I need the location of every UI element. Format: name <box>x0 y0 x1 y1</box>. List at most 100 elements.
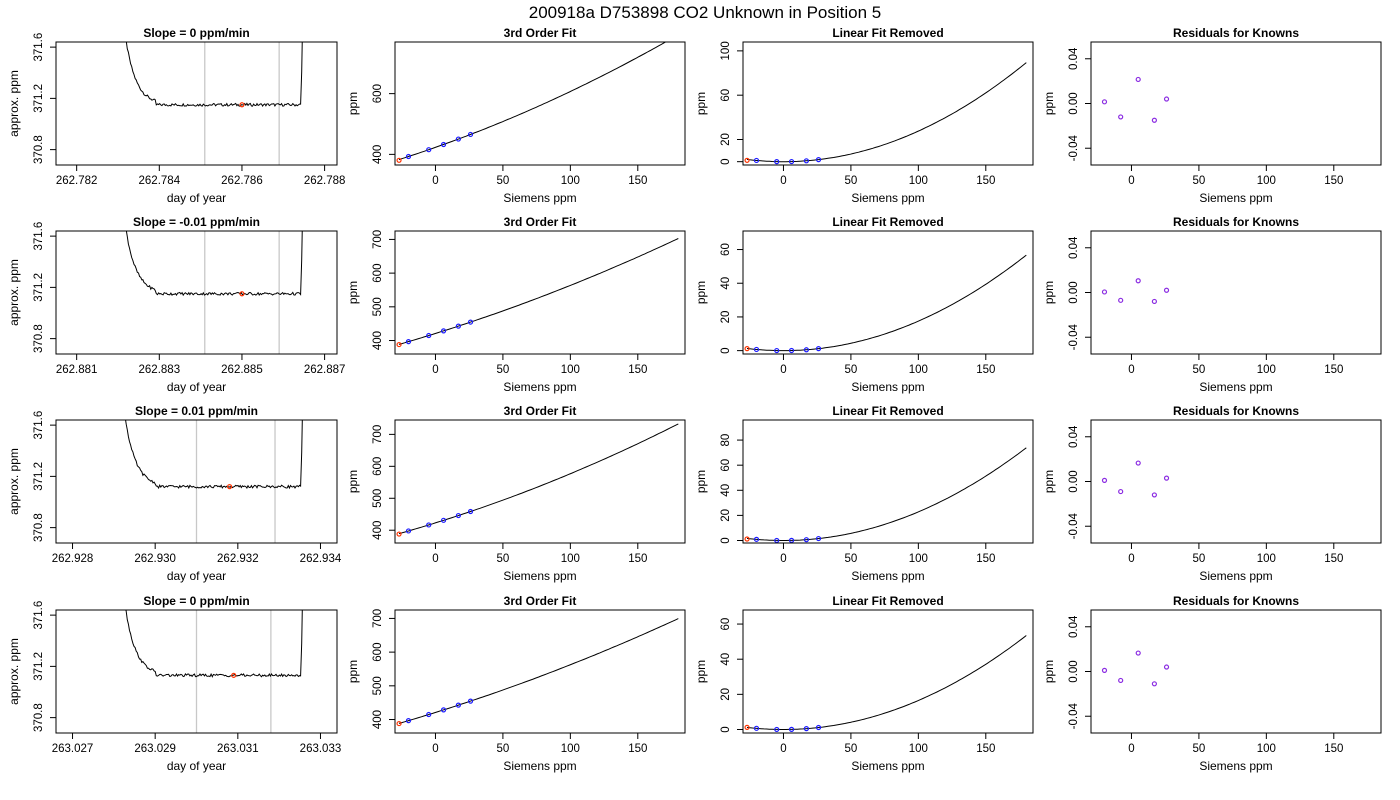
x-tick-label: 100 <box>561 553 580 565</box>
y-tick-label: -0.04 <box>1068 324 1080 351</box>
plot-area <box>125 42 303 165</box>
known-standard-point <box>803 537 809 543</box>
y-tick-label: 371.6 <box>33 411 45 440</box>
fit-curve-line <box>398 423 679 535</box>
x-tick-label: 0 <box>780 364 786 376</box>
y-axis-title: ppm <box>1042 92 1056 115</box>
known-standard-point <box>815 157 822 163</box>
known-standard-point <box>405 718 412 724</box>
y-axis-title: ppm <box>1042 660 1056 683</box>
x-tick-label: 50 <box>845 175 858 187</box>
x-tick-label: 262.885 <box>221 364 263 376</box>
x-axis-title: Siemens ppm <box>851 380 924 394</box>
known-standard-point <box>788 726 795 732</box>
panel-r3-c1: Slope = 0.01 ppm/min day of year approx. p… <box>7 404 342 583</box>
x-tick-label: 0 <box>432 743 438 755</box>
y-tick-label: 0.04 <box>1068 615 1080 638</box>
x-tick-label: 150 <box>628 175 647 187</box>
unknown-sample-point <box>744 346 750 352</box>
fit-curve-line <box>398 238 679 345</box>
plot-area <box>1101 76 1170 123</box>
y-axis-title: ppm <box>1042 281 1056 304</box>
residual-point <box>1135 460 1141 466</box>
ppm-trace-line <box>125 42 303 108</box>
y-tick-label: 60 <box>720 243 732 256</box>
ppm-trace-line <box>125 231 303 297</box>
known-standard-point <box>815 346 822 352</box>
x-tick-label: 0 <box>432 553 438 565</box>
y-axis-title: approx. ppm <box>7 638 21 705</box>
x-tick-label: 262.928 <box>52 553 94 565</box>
x-tick-label: 100 <box>909 364 928 376</box>
residual-point <box>1135 650 1141 656</box>
x-tick-label: 100 <box>909 553 928 565</box>
known-standard-point <box>467 319 474 325</box>
x-tick-label: 100 <box>561 743 580 755</box>
y-tick-label: -0.04 <box>1068 513 1080 540</box>
plot-area <box>125 231 303 354</box>
panel-r3-c3: Linear Fit Removed Siemens ppm ppm 0 50 100 15… <box>694 404 1034 583</box>
residual-curve-line <box>746 447 1027 541</box>
x-tick-label: 100 <box>909 743 928 755</box>
x-axis-title: Siemens ppm <box>851 759 924 773</box>
y-tick-label: 0.00 <box>1068 281 1080 303</box>
x-tick-label: 100 <box>561 175 580 187</box>
x-tick-label: 0 <box>780 553 786 565</box>
y-tick-label: 0.00 <box>1068 470 1080 492</box>
y-tick-label: 600 <box>372 264 384 283</box>
plot-area <box>744 254 1027 354</box>
x-tick-label: 263.033 <box>300 743 342 755</box>
x-tick-label: 263.029 <box>134 743 176 755</box>
residual-point <box>1118 488 1124 495</box>
plot-frame <box>394 609 686 734</box>
plot-frame <box>55 609 338 734</box>
y-axis-title: approx. ppm <box>7 70 21 137</box>
known-standard-point <box>788 347 795 354</box>
x-tick-label: 0 <box>1128 743 1134 755</box>
y-tick-label: 40 <box>720 653 732 666</box>
x-tick-label: 50 <box>845 743 858 755</box>
known-standard-point <box>455 136 461 142</box>
y-tick-label: 371.2 <box>33 84 45 113</box>
x-tick-label: 262.932 <box>217 553 259 565</box>
x-tick-label: 50 <box>1193 553 1206 565</box>
y-tick-label: 0 <box>720 537 732 543</box>
y-tick-label: 400 <box>372 521 384 540</box>
y-axis-title: approx. ppm <box>7 448 21 515</box>
y-tick-label: 40 <box>720 484 732 497</box>
y-tick-label: 60 <box>720 89 732 102</box>
known-standard-point <box>405 528 412 534</box>
x-tick-label: 100 <box>909 175 928 187</box>
unknown-sample-point <box>396 157 402 163</box>
x-tick-label: 0 <box>432 364 438 376</box>
x-tick-label: 262.934 <box>300 553 342 565</box>
y-tick-label: 600 <box>372 643 384 662</box>
y-tick-label: -0.04 <box>1068 135 1080 162</box>
y-axis-title: ppm <box>346 92 360 115</box>
residual-point <box>1163 287 1170 293</box>
panel-title: 3rd Order Fit <box>504 215 577 229</box>
unknown-sample-point <box>396 531 402 537</box>
residual-point <box>1151 681 1157 687</box>
known-standard-point <box>467 508 474 515</box>
y-tick-label: 0 <box>720 347 732 353</box>
x-tick-label: 50 <box>497 743 510 755</box>
y-axis-title: ppm <box>694 281 708 304</box>
known-standard-point <box>753 725 760 731</box>
panel-r3-c2: 3rd Order Fit Siemens ppm ppm 0 50 100 150 400 5… <box>346 404 686 583</box>
plot-frame <box>55 41 338 166</box>
residual-point <box>1101 99 1108 105</box>
panel-r4-c2: 3rd Order Fit Siemens ppm ppm 0 50 100 150 400 5… <box>346 594 686 773</box>
x-tick-label: 263.031 <box>217 743 259 755</box>
known-standard-point <box>803 726 809 732</box>
residual-point <box>1151 298 1157 305</box>
known-standard-point <box>774 158 780 165</box>
panel-r3-c4: Residuals for Knowns Siemens ppm ppm 0 50 100… <box>1042 404 1382 583</box>
known-standard-point <box>803 347 809 353</box>
y-axis-title: ppm <box>694 660 708 683</box>
plot-frame <box>55 230 338 355</box>
y-tick-label: 0.00 <box>1068 660 1080 682</box>
unknown-sample-point <box>396 341 402 348</box>
residual-point <box>1163 96 1170 102</box>
